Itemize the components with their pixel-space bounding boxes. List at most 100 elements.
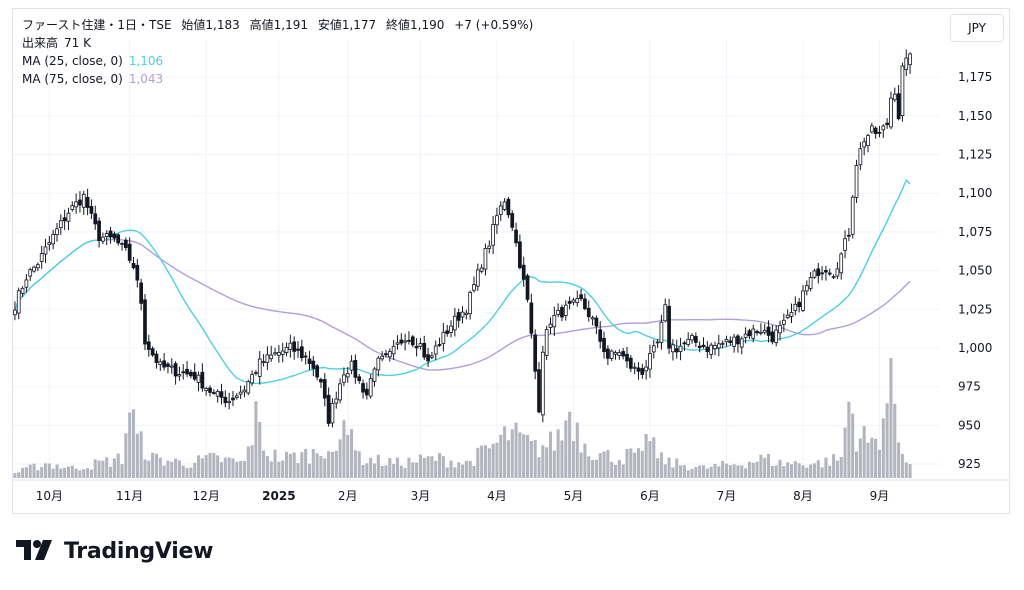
time-tick-label[interactable]: 6月 (640, 489, 660, 503)
candle[interactable] (728, 336, 733, 346)
time-axis[interactable]: 10月 11月 12月 2025 2月 3月 4月 5月 6月 7月 8月 9月 (13, 479, 1009, 503)
candle[interactable] (682, 340, 687, 351)
candle[interactable] (303, 351, 308, 365)
candle[interactable] (781, 313, 786, 333)
candle[interactable] (204, 386, 209, 396)
candle[interactable] (785, 309, 790, 320)
price-tick-label[interactable]: 1,150 (958, 109, 992, 123)
price-axis[interactable]: 925 950 975 1,000 1,025 1,050 1,075 1,100 1,125 1… (958, 70, 992, 471)
candle[interactable] (200, 363, 205, 392)
candle[interactable] (330, 398, 335, 428)
candle[interactable] (579, 288, 583, 302)
candle[interactable] (705, 341, 710, 359)
candle[interactable] (311, 355, 316, 377)
candle[interactable] (215, 389, 220, 403)
price-tick-label[interactable]: 1,050 (958, 264, 992, 278)
time-tick-label[interactable]: 8月 (793, 489, 813, 503)
candle[interactable] (464, 309, 469, 320)
candle[interactable] (36, 262, 40, 272)
time-tick-label[interactable]: 4月 (487, 489, 507, 503)
candle[interactable] (770, 325, 775, 345)
candle[interactable] (885, 118, 889, 129)
candle[interactable] (97, 217, 101, 248)
candle[interactable] (556, 303, 560, 318)
candle[interactable] (671, 339, 675, 361)
candle[interactable] (433, 340, 438, 361)
candle[interactable] (751, 324, 756, 343)
time-tick-label[interactable]: 12月 (193, 489, 220, 503)
candle[interactable] (521, 256, 526, 287)
candle[interactable] (372, 366, 377, 387)
candle[interactable] (491, 216, 495, 255)
candle[interactable] (678, 337, 683, 361)
candle[interactable] (299, 339, 304, 362)
candle[interactable] (483, 243, 488, 276)
candle[interactable] (104, 230, 109, 245)
candle[interactable] (456, 308, 461, 328)
candle[interactable] (219, 383, 224, 405)
price-tick-label[interactable]: 1,125 (958, 148, 992, 162)
candle[interactable] (273, 347, 277, 356)
candle[interactable] (177, 366, 182, 381)
candle[interactable] (353, 354, 358, 384)
candle[interactable] (426, 347, 430, 367)
candle[interactable] (307, 350, 312, 371)
candle[interactable] (801, 285, 805, 313)
candle[interactable] (586, 300, 591, 322)
candle[interactable] (28, 267, 33, 281)
candle[interactable] (246, 379, 251, 396)
candle[interactable] (858, 142, 863, 171)
candle[interactable] (567, 296, 572, 310)
candle[interactable] (518, 234, 522, 270)
candle[interactable] (13, 301, 17, 321)
candle[interactable] (131, 256, 136, 270)
candle[interactable] (357, 374, 362, 384)
candle[interactable] (257, 351, 262, 385)
candle[interactable] (743, 327, 748, 344)
candle[interactable] (889, 91, 893, 130)
candle[interactable] (690, 333, 694, 344)
candle[interactable] (162, 352, 166, 371)
candle[interactable] (709, 342, 714, 360)
candle[interactable] (20, 286, 25, 298)
candle[interactable] (449, 320, 453, 338)
candle[interactable] (617, 349, 622, 360)
candle[interactable] (854, 159, 859, 203)
candle[interactable] (410, 334, 415, 348)
price-tick-label[interactable]: 975 (958, 380, 981, 394)
candle[interactable] (74, 193, 78, 214)
candle[interactable] (724, 335, 729, 347)
candle[interactable] (697, 341, 702, 353)
candle[interactable] (361, 379, 365, 399)
candle[interactable] (242, 385, 247, 398)
candle[interactable] (759, 323, 763, 336)
candle[interactable] (583, 293, 587, 311)
candle[interactable] (238, 385, 243, 400)
candle[interactable] (498, 201, 503, 221)
candle[interactable] (552, 306, 557, 337)
symbol-label[interactable]: ファースト住建・1日・TSE (22, 18, 172, 32)
candle[interactable] (254, 370, 258, 376)
candle[interactable] (900, 62, 905, 122)
candle[interactable] (571, 297, 576, 306)
candle[interactable] (797, 297, 802, 313)
candles[interactable] (13, 49, 912, 428)
candle[interactable] (510, 210, 515, 231)
candle[interactable] (762, 323, 767, 335)
price-tick-label[interactable]: 1,025 (958, 302, 992, 316)
candle[interactable] (632, 362, 637, 375)
candle[interactable] (319, 377, 323, 388)
candle[interactable] (112, 231, 117, 243)
candle[interactable] (789, 303, 794, 324)
candle[interactable] (502, 198, 507, 212)
ma75-row[interactable]: MA (75, close, 0) 1,043 (22, 70, 533, 88)
candle[interactable] (644, 359, 648, 380)
time-tick-label[interactable]: 7月 (717, 489, 737, 503)
candle[interactable] (85, 188, 90, 216)
candle[interactable] (533, 329, 538, 380)
candle[interactable] (280, 342, 285, 363)
candle[interactable] (575, 290, 580, 307)
candle[interactable] (613, 350, 618, 360)
candle[interactable] (47, 235, 52, 251)
